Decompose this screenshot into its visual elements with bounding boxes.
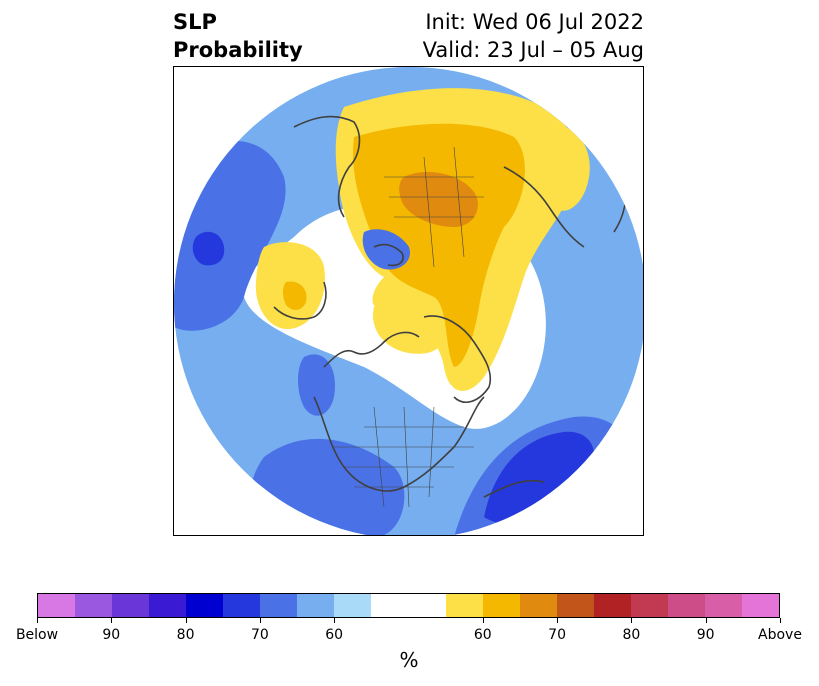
- colorbar-tick: [557, 618, 559, 623]
- colorbar-tick-label: 70: [250, 627, 269, 643]
- probability-map: [174, 67, 643, 535]
- colorbar-segment: [741, 594, 779, 617]
- colorbar-tick-label: 80: [622, 627, 641, 643]
- colorbar-unit-label: %: [399, 648, 419, 672]
- colorbar-tick: [334, 618, 336, 623]
- arctic-blue: [362, 229, 410, 270]
- colorbar-tick-label: 60: [473, 627, 492, 643]
- colorbar-segment: [482, 594, 520, 617]
- colorbar-segment: [630, 594, 668, 617]
- colorbar-tick-label: 90: [102, 627, 121, 643]
- northeast-yellow: [544, 126, 590, 211]
- colorbar-segment: [223, 594, 261, 617]
- colorbar-tick: [111, 618, 113, 623]
- colorbar-segment: [260, 594, 298, 617]
- west-deep-blue-center: [192, 231, 225, 266]
- colorbar: [37, 593, 780, 618]
- colorbar-segment: [297, 594, 335, 617]
- eurasia-gold-anomaly: [353, 123, 525, 367]
- colorbar-segment: [75, 594, 113, 617]
- colorbar-tick: [37, 618, 38, 623]
- colorbar-segment: [445, 594, 483, 617]
- colorbar-tick: [705, 618, 707, 623]
- colorbar-segment: [519, 594, 557, 617]
- colorbar-tick-label: 80: [176, 627, 195, 643]
- map-panel: [173, 66, 644, 536]
- chart-title-left: SLP Probability: [173, 8, 303, 64]
- borders: [334, 146, 484, 508]
- colorbar-segment: [704, 594, 742, 617]
- colorbar-tick-label: 70: [548, 627, 567, 643]
- init-date: Init: Wed 06 Jul 2022: [425, 10, 644, 34]
- colorbar-segment: [667, 594, 705, 617]
- colorbar-segment: [38, 594, 76, 617]
- colorbar-tick: [780, 618, 781, 623]
- colorbar-tick-label: 60: [325, 627, 344, 643]
- colorbar-segment: [556, 594, 594, 617]
- colorbar-tick: [185, 618, 187, 623]
- eurasia-orange-core: [399, 172, 478, 227]
- title-product: Probability: [173, 38, 303, 62]
- title-variable: SLP: [173, 10, 217, 34]
- pacific-blue: [298, 354, 335, 416]
- colorbar-tick-label: Below: [15, 627, 59, 643]
- colorbar-segment: [112, 594, 150, 617]
- chart-title-right: Init: Wed 06 Jul 2022 Valid: 23 Jul – 05…: [423, 8, 644, 64]
- colorbar-segment: [186, 594, 224, 617]
- colorbar-tick-label: 90: [696, 627, 715, 643]
- colorbar-tick: [259, 618, 261, 623]
- colorbar-segment: [371, 594, 409, 617]
- pacific-gold-core: [283, 281, 307, 310]
- colorbar-tick-label: Above: [758, 627, 802, 643]
- colorbar-segment: [149, 594, 187, 617]
- colorbar-tick: [482, 618, 484, 623]
- colorbar-segment: [408, 594, 446, 617]
- colorbar-tick: [631, 618, 633, 623]
- colorbar-segment: [334, 594, 372, 617]
- colorbar-segment: [593, 594, 631, 617]
- valid-period: Valid: 23 Jul – 05 Aug: [422, 38, 644, 62]
